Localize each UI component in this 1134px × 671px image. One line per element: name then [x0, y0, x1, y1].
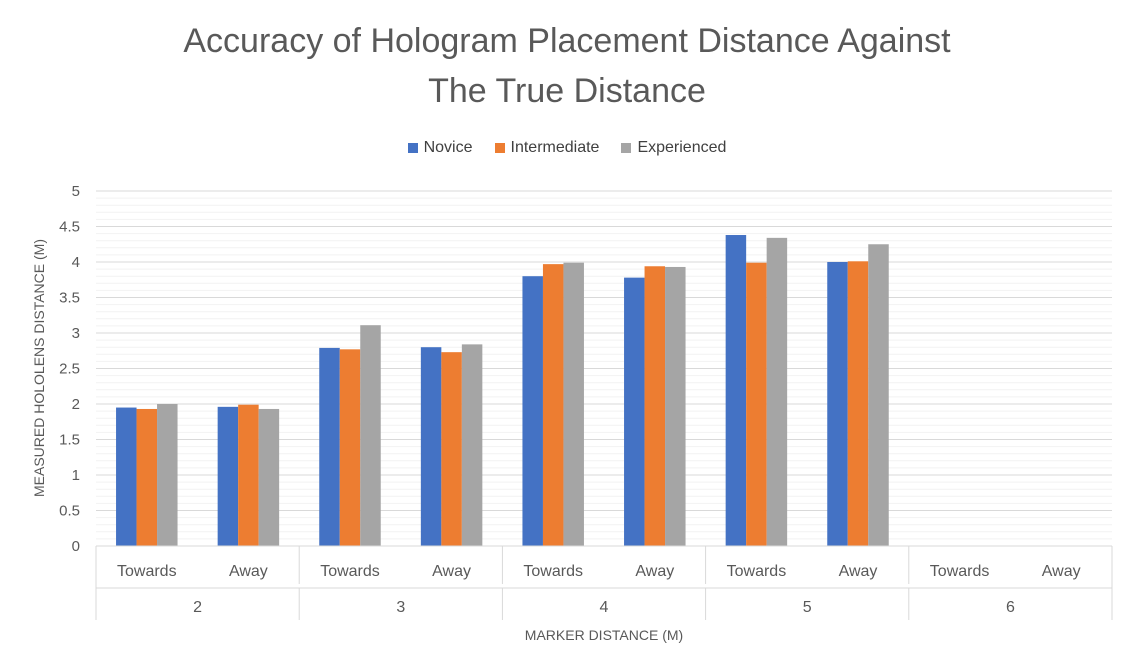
- x-tick-label-sub: Towards: [320, 563, 380, 580]
- x-tick-label-sub: Away: [1042, 563, 1081, 580]
- bar-experienced-3-away: [461, 344, 483, 546]
- x-tick-label-group: 2: [193, 599, 202, 616]
- y-tick-label: 4: [72, 254, 80, 271]
- legend-swatch-experienced: [621, 143, 632, 153]
- x-tick-label-sub: Towards: [117, 563, 177, 580]
- bar-experienced-5-towards: [766, 237, 788, 547]
- bar-experienced-2-towards: [157, 404, 178, 546]
- bar-intermediate-2-away: [238, 404, 259, 546]
- x-tick-label-sub: Away: [635, 563, 674, 580]
- y-tick-label: 1.5: [59, 432, 80, 449]
- legend-label-intermediate: Intermediate: [510, 139, 600, 156]
- legend-label-novice: Novice: [423, 139, 473, 156]
- y-tick-label: 2: [72, 396, 80, 413]
- x-tick-label-sub: Away: [839, 563, 878, 580]
- y-tick-label: 5: [72, 183, 80, 200]
- bar-intermediate-4-towards: [542, 264, 564, 546]
- chart-title-line-1: Accuracy of Hologram Placement Distance …: [183, 22, 951, 60]
- bar-intermediate-5-away: [847, 261, 869, 546]
- bar-experienced-4-away: [665, 266, 686, 546]
- bar-intermediate-3-away: [441, 352, 462, 546]
- y-tick-label: 3.5: [59, 290, 80, 307]
- bar-intermediate-4-away: [644, 266, 666, 546]
- legend-label-experienced: Experienced: [637, 139, 727, 156]
- bar-experienced-3-towards: [360, 325, 381, 546]
- x-tick-label-sub: Towards: [727, 563, 787, 580]
- bar-intermediate-3-towards: [339, 349, 361, 546]
- y-tick-label: 2.5: [59, 361, 80, 378]
- x-tick-label-group: 6: [1006, 599, 1015, 616]
- bar-experienced-2-away: [258, 408, 280, 546]
- y-axis-label: MEASURED HOLOLENS DISTANCE (M): [31, 239, 47, 497]
- bar-novice-2-away: [217, 406, 239, 546]
- bar-novice-3-towards: [319, 347, 340, 546]
- bar-intermediate-5-towards: [746, 262, 767, 546]
- chart-title-line-2: The True Distance: [428, 72, 706, 110]
- x-tick-label-group: 3: [396, 599, 405, 616]
- y-tick-label: 4.5: [59, 219, 80, 236]
- bar-novice-2-towards: [116, 407, 137, 546]
- bar-novice-5-towards: [725, 235, 747, 546]
- y-tick-label: 0: [72, 538, 80, 555]
- y-tick-label: 3: [72, 325, 80, 342]
- bar-novice-4-away: [624, 277, 645, 546]
- bar-experienced-5-away: [868, 244, 889, 546]
- x-tick-label-sub: Away: [432, 563, 471, 580]
- legend-item-novice: Novice: [407, 139, 473, 157]
- bar-novice-4-towards: [522, 276, 543, 546]
- x-tick-label-group: 5: [803, 599, 812, 616]
- chart-legend: Novice Intermediate Experienced: [0, 139, 1134, 157]
- x-tick-label-sub: Away: [229, 563, 268, 580]
- x-tick-label-sub: Towards: [523, 563, 583, 580]
- bar-novice-3-away: [420, 347, 442, 546]
- y-tick-label: 0.5: [59, 503, 80, 520]
- x-tick-label-sub: Towards: [930, 563, 990, 580]
- x-tick-label-group: 4: [600, 599, 609, 616]
- legend-item-experienced: Experienced: [621, 139, 726, 157]
- bar-experienced-4-towards: [563, 262, 584, 546]
- x-axis-label: MARKER DISTANCE (M): [525, 627, 683, 643]
- legend-swatch-intermediate: [494, 143, 505, 153]
- bar-intermediate-2-towards: [136, 408, 158, 546]
- bar-novice-5-away: [827, 262, 848, 546]
- legend-swatch-novice: [407, 143, 418, 153]
- legend-item-intermediate: Intermediate: [494, 139, 600, 157]
- y-tick-label: 1: [72, 467, 80, 484]
